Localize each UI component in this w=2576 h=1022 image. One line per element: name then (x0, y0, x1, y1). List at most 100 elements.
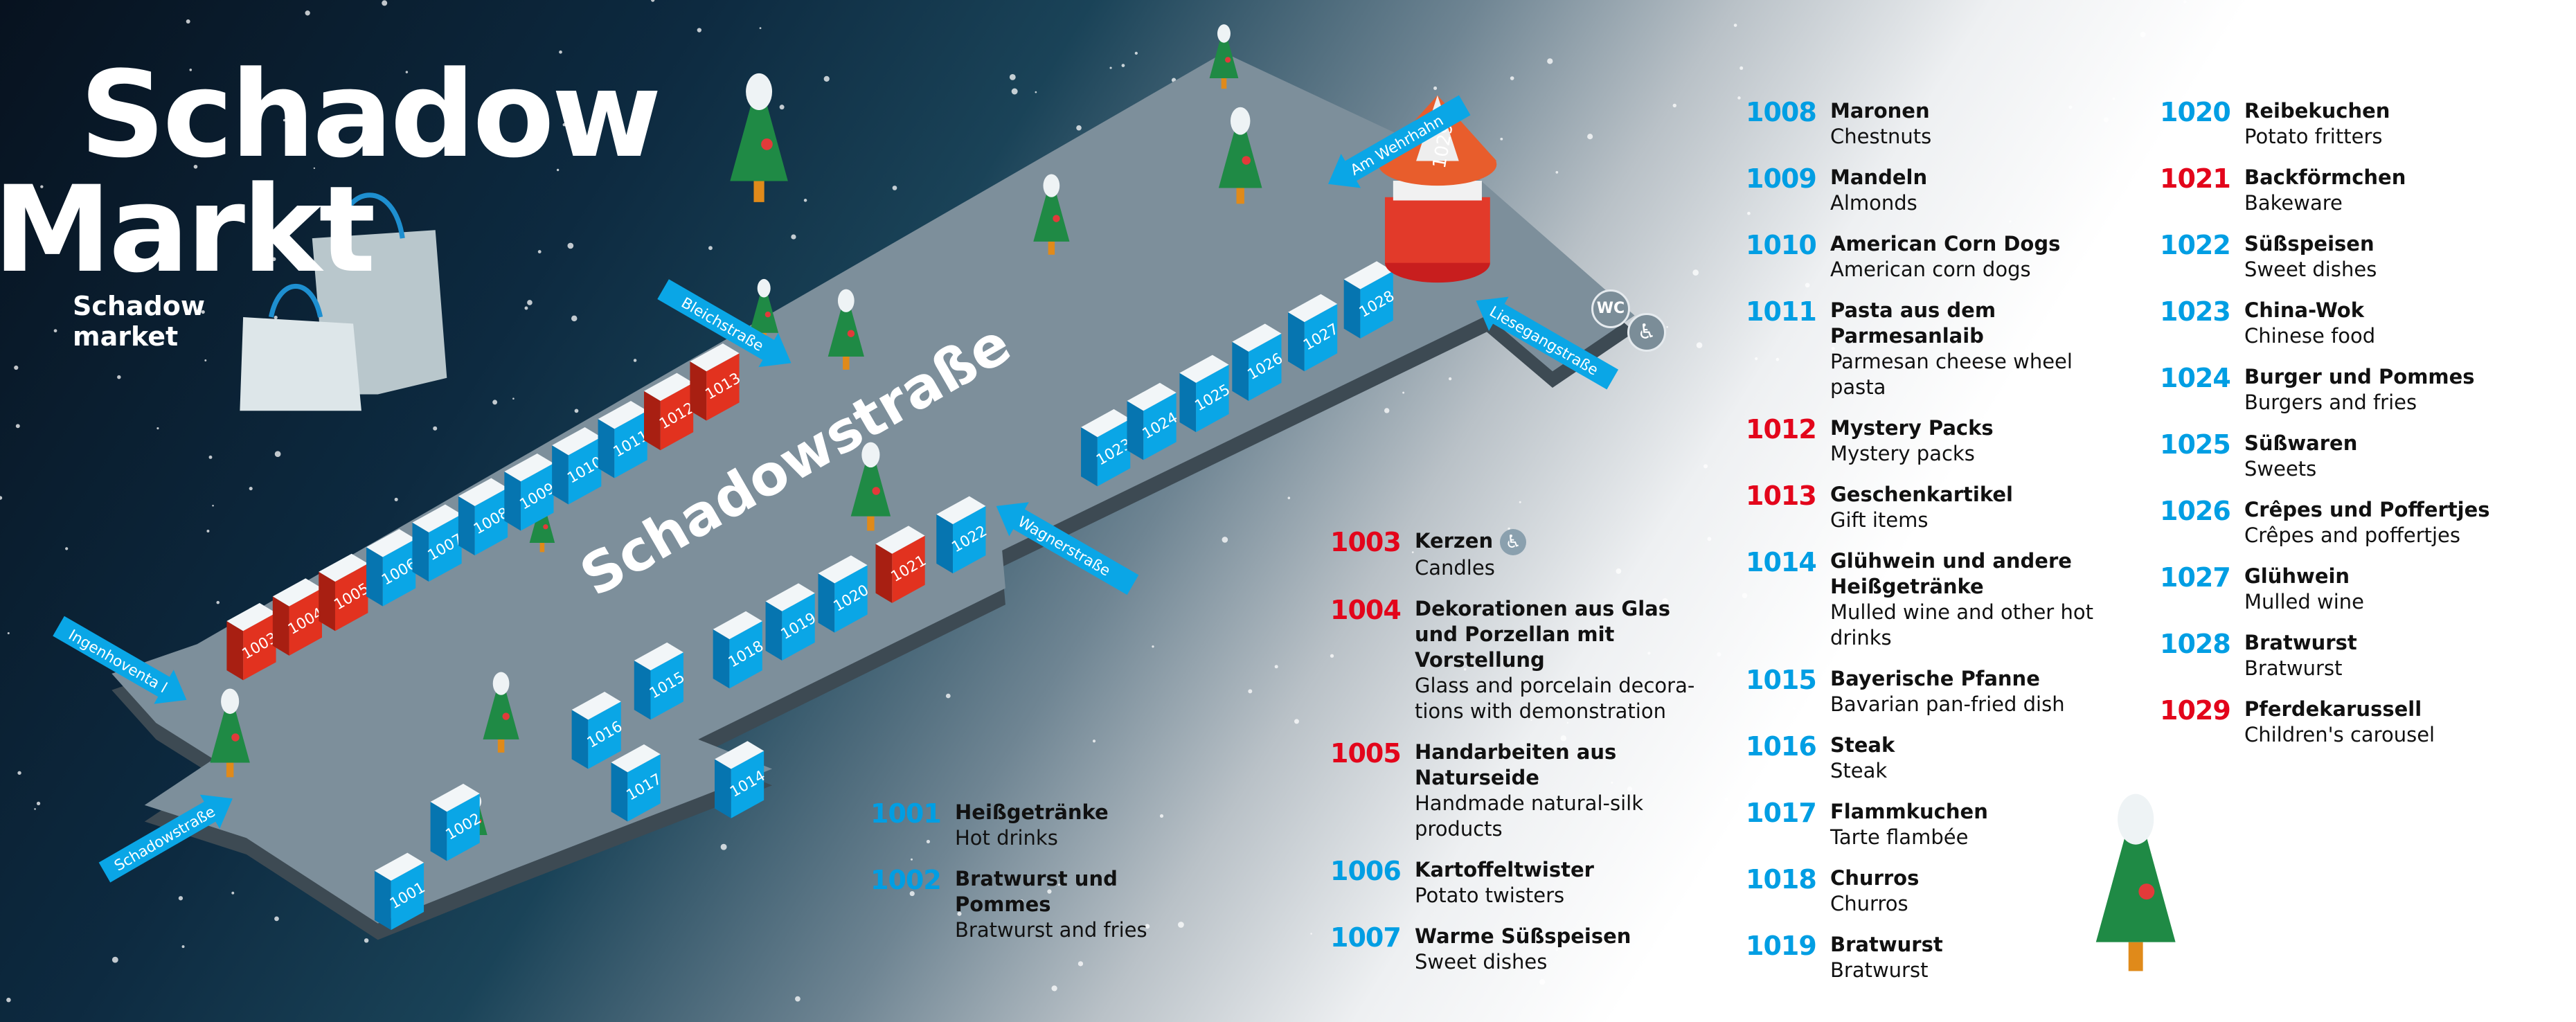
stall-name-en: Potato twisters (1415, 884, 1565, 907)
stall-1024[interactable]: 1024 (1127, 382, 1181, 460)
stall-1020[interactable]: 1020 (818, 555, 872, 633)
stall-front (627, 754, 661, 822)
stall-front (834, 565, 868, 633)
stall-1001[interactable]: 1001 (374, 852, 429, 931)
stall-1010[interactable]: 1010 (552, 427, 606, 505)
christmas-tree-icon (210, 688, 250, 778)
legend-entry-1027: 1027 Glühwein Mulled wine (2160, 564, 2548, 615)
christmas-tree-icon (2095, 794, 2176, 971)
stall-name-de: Crêpes und Poffertjes (2244, 498, 2490, 521)
legend-entry-1026: 1026 Crêpes und Poffertjes Crêpes and poff… (2160, 497, 2548, 548)
stall-number: 1001 (870, 798, 942, 829)
legend-entry-1022: 1022 Süßspeisen Sweet dishes (2160, 231, 2548, 283)
stall-number: 1002 (870, 865, 942, 895)
stall-number: 1004 (1330, 595, 1402, 625)
stall-roof-snow (1288, 294, 1338, 323)
stall-name-de: Pferdekarussell (2244, 697, 2422, 721)
stall-front (1360, 271, 1393, 339)
stall-name-en: Mulled wine and other hot drinks (1830, 600, 2093, 649)
stall-roof-snow (690, 343, 740, 372)
stall-front (953, 505, 986, 574)
stall-roof-snow (504, 453, 554, 482)
stall-1027[interactable]: 1027 (1288, 294, 1342, 372)
stall-1017[interactable]: 1017 (611, 744, 665, 822)
stall-1025[interactable]: 1025 (1179, 355, 1233, 433)
stall-1022[interactable]: 1022 (936, 496, 990, 574)
legend-column-2: 1003 Kerzen ♿ Candles 1004 Dekorationen aus G… (1330, 528, 1718, 975)
christmas-trees (210, 24, 2176, 971)
stall-name-en: Bratwurst (1830, 958, 1929, 982)
stall-number: 1028 (2160, 629, 2231, 659)
stall-number: 1021 (2160, 163, 2231, 194)
stall-front (429, 514, 462, 582)
stall-roof-snow (875, 526, 925, 554)
stall-front (731, 751, 764, 818)
stall-roof-snow (366, 529, 416, 557)
stall-1023[interactable]: 1023 (1081, 409, 1135, 487)
stall-name-en: Bavarian pan-fried dish (1830, 692, 2065, 716)
legend-entry-1008: 1008 Maronen Chestnuts (1746, 98, 2134, 150)
wheelchair-toilet-icon[interactable]: ♿ (1627, 313, 1666, 352)
stall-front (1143, 393, 1177, 460)
stall-name-en: Bratwurst (2244, 656, 2343, 680)
stall-number: 1010 (1746, 230, 1817, 260)
stall-number: 1014 (1746, 547, 1817, 577)
stall-name-en: Parmesan cheese wheel pasta (1830, 350, 2073, 399)
stall-1013[interactable]: 1013 (690, 343, 744, 421)
stall-side (715, 759, 731, 818)
stall-name-de: Kerzen (1415, 529, 1494, 553)
stall-name-en: Handmade natural-silk products (1415, 791, 1643, 841)
stall-name-de: Flammkuchen (1830, 800, 1988, 823)
stall-roof-snow (765, 583, 815, 611)
stall-roof-snow (818, 555, 868, 584)
legend-entry-1005: 1005 Handarbeiten aus Naturseide Handmade … (1330, 739, 1718, 842)
stall-number: 1026 (2160, 496, 2231, 526)
legend-entry-1007: 1007 Warme Süßspeisen Sweet dishes (1330, 924, 1718, 975)
stall-1021[interactable]: 1021 (875, 526, 930, 603)
stall-name-de: American Corn Dogs (1830, 232, 2061, 256)
stall-name-de: Heißgetränke (955, 800, 1109, 824)
stall-1018[interactable]: 1018 (713, 611, 767, 689)
stall-1028[interactable]: 1028 (1343, 261, 1398, 339)
christmas-tree-icon (850, 442, 891, 531)
stall-number: 1011 (1746, 296, 1817, 327)
stall-side (366, 547, 383, 607)
stall-1002[interactable]: 1002 (430, 783, 485, 861)
stall-front (474, 487, 508, 556)
stall-1007[interactable]: 1007 (412, 504, 466, 582)
title-line-2: Markt (0, 160, 376, 299)
stall-1008[interactable]: 1008 (458, 478, 512, 556)
stall-1016[interactable]: 1016 (571, 692, 626, 769)
stall-roof-snow (634, 642, 683, 671)
legend-entry-1024: 1024 Burger und Pommes Burgers and fries (2160, 364, 2548, 415)
legend-entry-1004: 1004 Dekorationen aus Glas und Porzellan … (1330, 596, 1718, 724)
stall-name-de: Pasta aus dem Parmesanlaib (1830, 298, 1996, 348)
legend-entry-1017: 1017 Flammkuchen Tarte flambée (1746, 799, 2134, 850)
stall-number: 1029 (2160, 695, 2231, 726)
stall-front (447, 794, 480, 861)
legend-entry-1014: 1014 Glühwein und andere Heißgetränke Mull… (1746, 548, 2134, 651)
stall-1005[interactable]: 1005 (319, 553, 373, 631)
stall-front (1097, 419, 1131, 487)
stall-number: 1012 (1746, 414, 1817, 445)
stall-roof-snow (412, 504, 462, 532)
stall-name-de: Warme Süßspeisen (1415, 924, 1631, 948)
legend-column-4: 1020 Reibekuchen Potato fritters 1021 Backfö… (2160, 98, 2548, 748)
stall-1015[interactable]: 1015 (634, 642, 688, 720)
stall-side (458, 496, 475, 556)
stall-name-de: Steak (1830, 733, 1895, 757)
shopping-bag-icon (240, 192, 447, 411)
stall-name-de: Mandeln (1830, 165, 1928, 189)
stall-front (568, 437, 602, 505)
stall-1009[interactable]: 1009 (504, 453, 558, 531)
stall-name-en: Almonds (1830, 191, 1917, 215)
stall-1014[interactable]: 1014 (715, 741, 769, 818)
stall-side (430, 802, 447, 861)
stall-1019[interactable]: 1019 (765, 583, 820, 661)
stall-1026[interactable]: 1026 (1232, 323, 1286, 402)
stall-front (1196, 364, 1229, 433)
stall-name-de: Burger und Pommes (2244, 365, 2475, 388)
stall-number: 1025 (2160, 429, 2231, 460)
toilet-icon[interactable]: WC (1591, 289, 1630, 328)
stall-roof-snow (598, 401, 647, 429)
